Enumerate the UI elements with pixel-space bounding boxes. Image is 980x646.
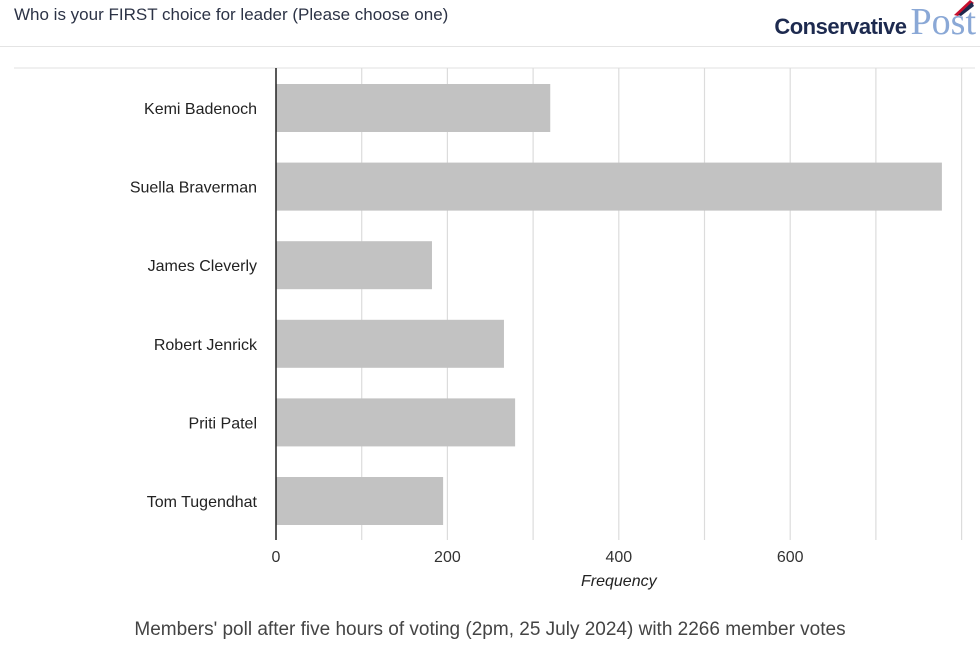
bar-priti-patel: [276, 398, 516, 447]
x-tick-label: 0: [272, 549, 281, 566]
bar-chart: Kemi Badenoch Suella Braverman James Cleve…: [14, 67, 975, 590]
conservative-post-logo: Conservative Post: [774, 0, 976, 46]
logo-flag-icon: [954, 0, 974, 16]
category-label: Kemi Badenoch: [144, 101, 257, 118]
header-divider: [0, 46, 980, 47]
bar-tom-tugendhat: [276, 477, 444, 525]
category-label: Priti Patel: [189, 415, 257, 432]
category-label: Robert Jenrick: [154, 337, 258, 354]
bar-robert-jenrick: [276, 319, 504, 368]
x-axis-title: Frequency: [581, 573, 658, 590]
question-title: Who is your FIRST choice for leader (Ple…: [14, 5, 449, 24]
category-label: James Cleverly: [148, 258, 257, 275]
x-tick-label: 200: [434, 549, 461, 566]
bar-suella-braverman: [276, 162, 942, 211]
logo-conservative-text: Conservative: [774, 14, 907, 39]
bar-kemi-badenoch: [276, 84, 551, 132]
bar-james-cleverly: [276, 241, 432, 290]
chart-caption: Members' poll after five hours of voting…: [134, 619, 846, 640]
x-tick-label: 400: [605, 549, 632, 566]
category-label: Tom Tugendhat: [147, 494, 258, 511]
x-tick-label: 600: [777, 549, 804, 566]
category-label: Suella Braverman: [130, 180, 257, 197]
